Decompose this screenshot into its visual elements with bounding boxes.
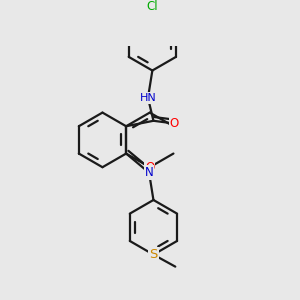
Text: O: O <box>145 161 154 174</box>
Text: Cl: Cl <box>146 0 158 13</box>
Text: O: O <box>169 117 179 130</box>
Text: HN: HN <box>140 93 156 103</box>
Text: S: S <box>149 248 158 261</box>
Text: N: N <box>145 166 153 179</box>
